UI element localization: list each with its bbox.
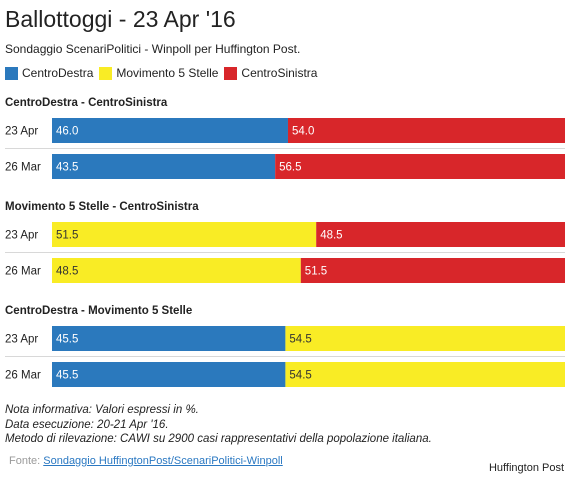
row-label: 26 Mar [5, 162, 41, 174]
row-label: 23 Apr [5, 230, 38, 242]
bar-segment-centrosinistra [275, 154, 565, 179]
source-prefix: Fonte: [9, 455, 41, 467]
row-label: 23 Apr [5, 126, 38, 138]
data-label-centrosinistra: 48.5 [320, 230, 342, 242]
data-label-centrodestra: 45.5 [56, 370, 78, 382]
bar-segment-centrodestra [52, 326, 286, 351]
data-label-centrosinistra: 56.5 [279, 162, 301, 174]
data-label-centrosinistra: 51.5 [305, 266, 327, 278]
chart-subtitle: Sondaggio ScenariPolitici - Winpoll per … [5, 42, 301, 56]
bar-segment-movimento-5-stelle [285, 362, 565, 387]
legend: CentroDestra Movimento 5 Stelle CentroSi… [5, 66, 323, 80]
legend-label-centrodestra: CentroDestra [22, 66, 94, 80]
data-label-movimento-5-stelle: 54.5 [289, 334, 311, 346]
bar-segment-centrosinistra [287, 118, 565, 143]
data-label-movimento-5-stelle: 51.5 [56, 230, 78, 242]
legend-swatch-centrosinistra [224, 66, 238, 80]
data-label-movimento-5-stelle: 54.5 [289, 370, 311, 382]
bar-segment-centrosinistra [300, 258, 565, 283]
data-label-centrodestra: 45.5 [56, 334, 78, 346]
source-link[interactable]: Sondaggio HuffingtonPost/ScenariPolitici… [43, 455, 283, 467]
legend-item-movimento-5-stelle: Movimento 5 Stelle [99, 66, 218, 80]
bar-segment-centrosinistra [316, 222, 565, 247]
legend-item-centrosinistra: CentroSinistra [224, 66, 317, 80]
bar-segment-centrodestra [52, 118, 288, 143]
legend-swatch-centrodestra [5, 66, 18, 80]
note-line-3: Metodo di rilevazione: CAWI su 2900 casi… [5, 433, 432, 445]
stacked-bar-chart: CentroDestra - CentroSinistra 23 Apr 46.0 5… [5, 97, 565, 387]
legend-swatch-movimento-5-stelle [99, 66, 113, 80]
publisher-credit: Huffington Post [488, 462, 564, 474]
data-label-centrodestra: 46.0 [56, 126, 78, 138]
data-label-movimento-5-stelle: 48.5 [56, 266, 78, 278]
legend-label-centrosinistra: CentroSinistra [241, 66, 318, 80]
group-title: CentroDestra - Movimento 5 Stelle [5, 305, 192, 317]
row-label: 26 Mar [5, 370, 41, 382]
note-line-2: Data esecuzione: 20-21 Apr '16. [5, 418, 169, 431]
legend-item-centrodestra: CentroDestra [5, 66, 93, 80]
bar-segment-movimento-5-stelle [52, 258, 301, 283]
row-label: 26 Mar [5, 266, 41, 278]
chart-title: Ballottoggi - 23 Apr '16 [5, 6, 236, 32]
bar-segment-movimento-5-stelle [52, 222, 317, 247]
group-title: Movimento 5 Stelle - CentroSinistra [5, 201, 199, 213]
data-label-centrosinistra: 54.0 [292, 126, 314, 138]
legend-label-movimento-5-stelle: Movimento 5 Stelle [116, 66, 219, 80]
group-title: CentroDestra - CentroSinistra [5, 97, 168, 109]
bar-segment-centrodestra [52, 362, 286, 387]
bar-segment-movimento-5-stelle [285, 326, 565, 351]
note-line-1: Nota informativa: Valori espressi in %. [5, 404, 199, 416]
methodology-note: Nota informativa: Valori espressi in %. … [5, 403, 432, 447]
row-label: 23 Apr [5, 334, 38, 346]
data-label-centrodestra: 43.5 [56, 162, 78, 174]
bar-segment-centrodestra [52, 154, 276, 179]
source-line: Fonte: Sondaggio HuffingtonPost/ScenariP… [9, 455, 283, 467]
